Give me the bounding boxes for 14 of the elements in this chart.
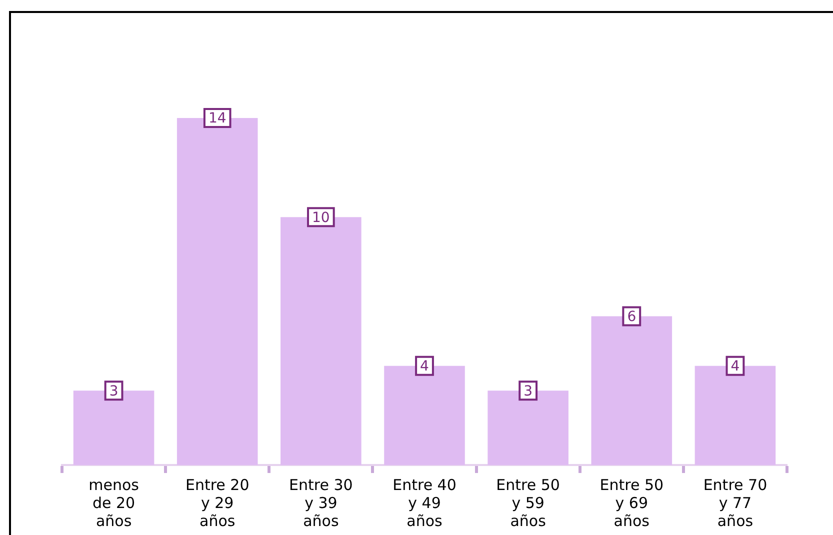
data-label: 10 [312,210,330,226]
x-tick-label: Entre 50 y 69 años [600,476,664,530]
x-tick-label: menos de 20 años [88,476,140,530]
data-label: 3 [109,383,118,400]
x-tick-label: Entre 40 y 49 años [392,476,456,530]
x-tick-label: Entre 20 y 29 años [185,476,250,530]
data-label: 6 [627,308,636,325]
data-label: 4 [730,358,740,374]
data-label: 14 [208,110,226,127]
x-tick-label: Entre 70 y 77 años [703,476,768,530]
data-label: 4 [420,358,430,374]
data-label: 3 [524,383,533,400]
x-tick-label: Entre 30 y 39 años [289,476,353,530]
x-tick-label: Entre 50 y 59 años [496,476,560,530]
